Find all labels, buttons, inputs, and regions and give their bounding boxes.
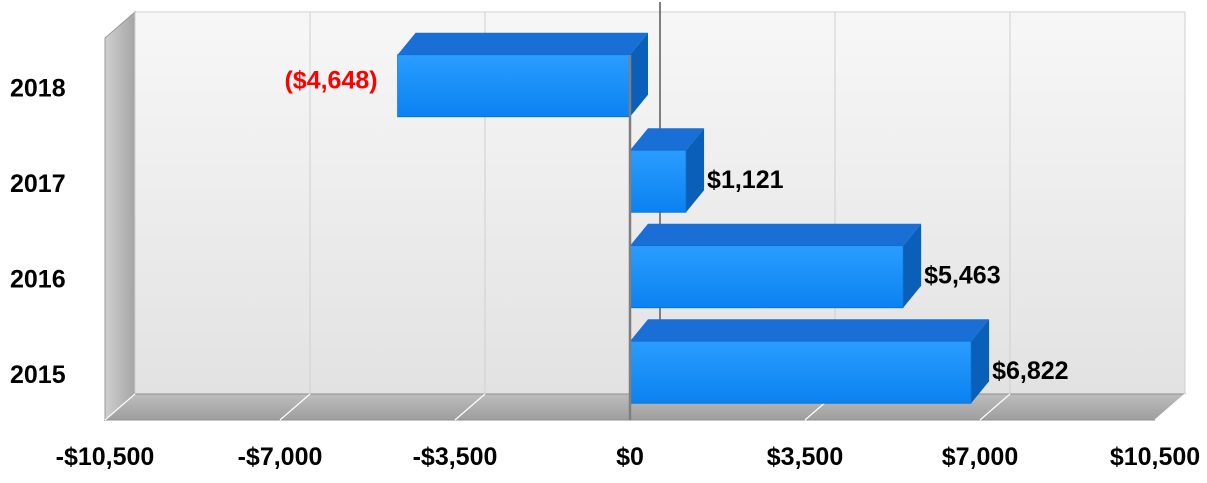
floor-gridline (979, 393, 1011, 421)
x-tick-label: $0 (616, 443, 644, 471)
bar-side (971, 319, 990, 404)
bar-front (629, 149, 687, 213)
bar-2018 (397, 32, 648, 118)
bar-front (629, 245, 904, 309)
bar-2017 (629, 128, 705, 213)
bar-2016 (629, 223, 922, 309)
bar-top (630, 128, 705, 151)
floor-gridline (279, 393, 311, 421)
data-label-2015: $6,822 (992, 357, 1068, 385)
bar-front (397, 54, 631, 118)
bar-top (397, 32, 648, 55)
bar-side (630, 32, 648, 117)
x-tick-label: $10,500 (1110, 443, 1200, 471)
bar-top (630, 223, 922, 246)
bar-side (903, 223, 922, 308)
category-label-2017: 2017 (10, 170, 66, 198)
data-label-2017: $1,121 (707, 166, 784, 194)
category-label-2016: 2016 (10, 265, 66, 293)
bars (397, 32, 990, 404)
x-tick-label: -$7,000 (238, 443, 323, 471)
x-tick-label: $3,500 (767, 443, 843, 471)
labels: $6,822 2015 $5,463 2016 $1,121 2017 ($4,648) 20… (10, 66, 1200, 471)
x-tick-label: -$10,500 (56, 443, 155, 471)
floor-gridline (454, 393, 486, 421)
bar-2015 (629, 319, 990, 404)
data-label-2016: $5,463 (924, 261, 1000, 289)
data-label-2018: ($4,648) (284, 66, 377, 94)
gridlines (104, 2, 1186, 421)
bar-front (629, 340, 972, 404)
side-wall (104, 10, 136, 422)
floor-gridline (104, 393, 136, 421)
category-label-2018: 2018 (10, 74, 66, 102)
bar-top (630, 319, 990, 342)
x-tick-label: $7,000 (942, 443, 1018, 471)
floor-gridline (1154, 393, 1186, 421)
x-tick-label: -$3,500 (413, 443, 498, 471)
category-label-2015: 2015 (10, 361, 66, 389)
bar-side (686, 128, 705, 213)
